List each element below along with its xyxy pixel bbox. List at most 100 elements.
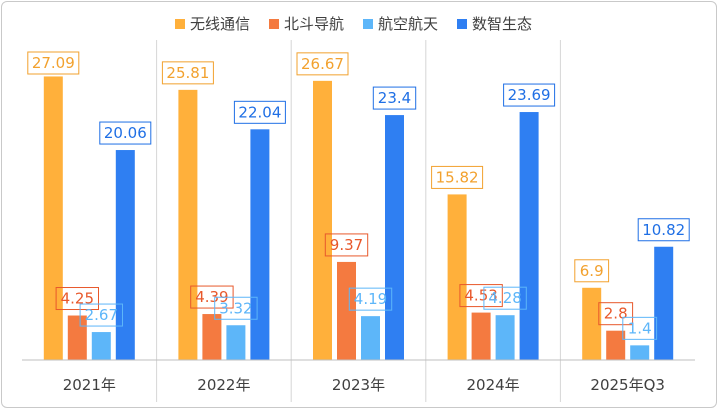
bar [178, 89, 198, 360]
data-label-text: 6.9 [580, 262, 604, 280]
data-label-box [459, 284, 503, 308]
data-label-text: 1.4 [628, 319, 652, 337]
data-label-text: 22.04 [238, 103, 281, 121]
data-label: 10.82 [637, 218, 690, 242]
data-label: 26.67 [296, 52, 349, 76]
data-label: 27.09 [27, 51, 80, 75]
legend-item: 数智生态 [457, 15, 532, 33]
bar [582, 287, 602, 360]
legend-swatch [363, 19, 373, 29]
legend-label: 航空航天 [378, 15, 438, 33]
bar [67, 315, 87, 360]
data-label: 15.82 [431, 165, 484, 189]
data-label-text: 23.4 [378, 89, 411, 107]
legend-label: 数智生态 [472, 15, 532, 33]
x-tick-label: 2025年Q3 [590, 376, 665, 394]
bar [313, 80, 332, 360]
bar [337, 261, 356, 360]
data-label-box [431, 165, 484, 189]
data-label-box [598, 302, 634, 326]
x-tick-labels: 2021年 2022年 2023年 2024年 2025年Q3 [63, 376, 665, 394]
data-label-box [55, 287, 99, 311]
bar [202, 314, 222, 360]
data-label-text: 23.69 [508, 86, 551, 104]
data-label-box [214, 296, 258, 320]
data-label-text: 26.67 [301, 55, 344, 73]
data-label: 25.81 [161, 61, 214, 85]
data-label-box [99, 121, 152, 145]
data-label-text: 25.81 [166, 64, 209, 82]
data-label: 22.04 [233, 100, 286, 124]
bar [471, 312, 491, 360]
legend-swatch [175, 19, 185, 29]
bar [519, 112, 539, 360]
data-label-box [27, 51, 80, 75]
data-label-box [161, 61, 214, 85]
data-label-text: 4.28 [488, 289, 521, 307]
data-label: 3.32 [214, 296, 258, 320]
data-label-box [296, 52, 349, 76]
data-label-text: 3.32 [219, 299, 252, 317]
x-tick-label: 2022年 [197, 376, 250, 394]
bar [43, 76, 63, 360]
data-label: 9.37 [324, 233, 369, 257]
data-label-text: 10.82 [642, 221, 685, 239]
data-label-text: 20.06 [104, 124, 147, 142]
data-label: 4.19 [348, 287, 393, 311]
bar [606, 330, 626, 360]
data-label-text: 9.37 [330, 236, 363, 254]
legend: 无线通信 北斗导航 航空航天 数智生态 [175, 15, 532, 33]
legend-item: 北斗导航 [269, 15, 344, 33]
data-label-text: 4.25 [61, 290, 94, 308]
category-separators [156, 40, 561, 402]
legend-swatch [457, 19, 467, 29]
data-label: 1.4 [622, 316, 658, 340]
data-label-box [324, 233, 369, 257]
data-label-text: 2.8 [604, 305, 628, 323]
legend-label: 无线通信 [190, 15, 250, 33]
legend-label: 北斗导航 [284, 15, 344, 33]
data-label: 4.53 [459, 284, 503, 308]
bar [115, 150, 135, 360]
x-tick-label: 2023年 [332, 376, 385, 394]
bar [91, 332, 111, 360]
data-label: 23.69 [503, 83, 556, 107]
data-label-box [483, 286, 527, 310]
data-label: 2.8 [598, 302, 634, 326]
data-label-box [79, 303, 123, 327]
legend-item: 无线通信 [175, 15, 250, 33]
bar [250, 129, 270, 360]
bar [361, 316, 380, 360]
data-label: 6.9 [574, 259, 610, 283]
data-label: 23.4 [372, 86, 417, 110]
data-label-text: 15.82 [436, 168, 479, 186]
bar [447, 194, 467, 360]
data-label: 4.25 [55, 287, 99, 311]
data-label-box [372, 86, 417, 110]
data-label-text: 4.39 [195, 288, 228, 306]
data-label-box [503, 83, 556, 107]
bar [630, 345, 650, 360]
data-label-box [348, 287, 393, 311]
x-tick-label: 2021年 [63, 376, 116, 394]
bar [226, 325, 246, 360]
legend-item: 航空航天 [363, 15, 438, 33]
bar [385, 115, 404, 360]
bars-layer [43, 76, 674, 360]
data-label-text: 4.53 [464, 287, 497, 305]
x-tick-label: 2024年 [467, 376, 520, 394]
data-label-box [233, 100, 286, 124]
data-label-box [622, 316, 658, 340]
data-label: 20.06 [99, 121, 152, 145]
data-label-box [637, 218, 690, 242]
data-label-text: 27.09 [32, 54, 75, 72]
data-label-text: 4.19 [354, 290, 387, 308]
data-label-box [574, 259, 610, 283]
data-label: 4.28 [483, 286, 527, 310]
bar [654, 246, 674, 360]
bar [495, 315, 515, 360]
data-label-text: 2.67 [85, 306, 118, 324]
data-label: 2.67 [79, 303, 123, 327]
legend-swatch [269, 19, 279, 29]
